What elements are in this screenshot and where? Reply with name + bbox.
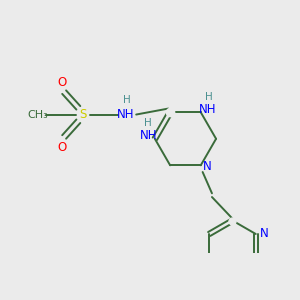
Text: NH: NH [140,129,157,142]
Text: O: O [58,140,67,154]
Text: NH: NH [117,108,134,121]
Text: H: H [205,92,213,102]
Text: N: N [260,227,268,240]
Text: H: H [123,95,130,105]
Text: NH: NH [199,103,216,116]
Text: O: O [58,76,67,88]
Text: S: S [79,108,86,121]
Text: CH₃: CH₃ [28,110,48,119]
Text: N: N [203,160,212,172]
Text: H: H [143,118,151,128]
